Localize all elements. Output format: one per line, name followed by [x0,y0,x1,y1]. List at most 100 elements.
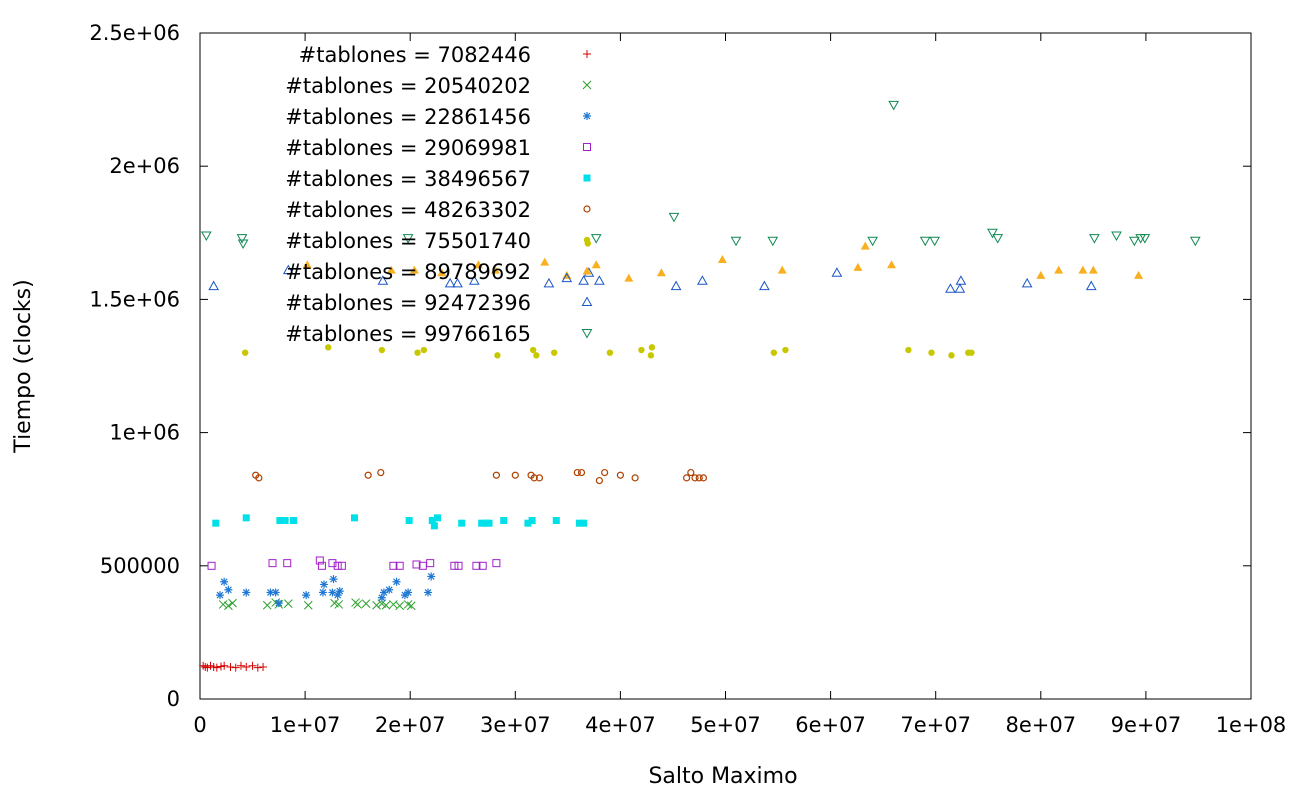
data-point [262,600,272,610]
legend-label: #tablones = 99766165 [285,322,531,346]
data-point [699,474,708,482]
data-point [237,239,249,249]
legend-marker [583,143,591,151]
legend: #tablones = 7082446 #tablones = 20540202 #… [285,43,593,346]
y-tick-label: 1e+06 [109,421,180,445]
axis-ticks: 0 1e+07 2e+07 3e+07 4e+07 5e+07 6e+07 7e+07 8e+0… [89,21,1286,737]
data-point [770,349,778,356]
data-point [987,228,998,239]
x-tick-label: 2e+07 [375,713,446,737]
data-point [409,265,419,274]
data-point [350,514,358,522]
data-point [377,593,386,602]
series-3 [215,572,436,608]
legend-label: #tablones = 89789692 [285,260,531,284]
data-point [867,236,878,247]
data-point [248,661,257,670]
x-tick-label: 3e+07 [480,713,551,737]
data-point [552,517,560,525]
legend-label: #tablones = 20540202 [285,74,531,98]
data-point [430,522,438,530]
data-point [1189,236,1201,247]
data-point [255,474,263,482]
data-point [648,344,656,351]
data-point [948,352,955,359]
data-point [474,260,484,269]
data-point [454,561,463,570]
data-point [668,212,680,223]
data-point [561,272,573,283]
data-point [315,556,324,565]
data-point [929,236,941,247]
data-point [424,588,433,597]
series-9 [208,264,1097,293]
y-axis-title: Tiempo (clocks) [11,279,36,453]
data-point [511,471,519,479]
x-axis-title: Salto Maximo [648,764,797,789]
legend-label: #tablones = 29069981 [285,136,531,160]
data-point [199,661,208,670]
series-8 [302,241,1144,282]
series-7 [241,240,975,359]
data-point [1078,265,1088,274]
data-point [318,588,327,597]
data-point [1085,280,1097,291]
data-point [281,517,289,525]
data-point [212,663,221,672]
data-point [492,471,500,479]
data-point [500,517,508,525]
data-point [590,234,602,244]
data-point [606,349,614,356]
data-point [228,598,237,608]
data-point [656,268,666,277]
data-point [580,519,588,527]
x-tick-label: 1e+08 [1216,713,1287,737]
data-point [928,349,935,356]
data-point [578,275,589,285]
legend-marker [583,50,591,58]
data-point [337,561,346,570]
data-point [268,559,277,568]
legend-marker [583,205,591,213]
series-2 [218,598,416,611]
data-point [540,257,550,266]
data-point [353,600,363,609]
x-tick-label: 8e+07 [1005,713,1076,737]
legend-marker [583,174,591,182]
data-point [200,231,212,241]
data-point [361,599,371,608]
data-point [427,572,436,581]
data-point [428,517,436,525]
data-point [638,346,645,354]
data-point [372,600,381,610]
data-point [616,471,625,479]
data-point [392,577,401,586]
data-point [302,591,311,600]
data-point [434,514,442,522]
data-point [302,260,312,269]
x-tick-label: 7e+07 [900,713,971,737]
data-point [325,344,332,351]
data-point [529,346,537,354]
legend-marker [582,266,592,275]
data-point [404,588,413,597]
data-point [395,601,405,611]
data-point [215,591,224,600]
data-point [528,517,536,525]
data-point [533,352,540,359]
x-tick-label: 0 [193,713,206,737]
plot-frame [199,32,1252,700]
data-point [379,588,388,597]
data-point [730,236,742,247]
data-point [1134,270,1144,279]
data-point [328,559,337,568]
data-point [1111,231,1122,241]
data-point [259,663,268,672]
data-point [231,663,240,672]
data-point [573,468,581,477]
data-point [687,468,695,477]
data-point [335,587,344,596]
data-point [201,663,210,672]
data-point [478,519,486,527]
